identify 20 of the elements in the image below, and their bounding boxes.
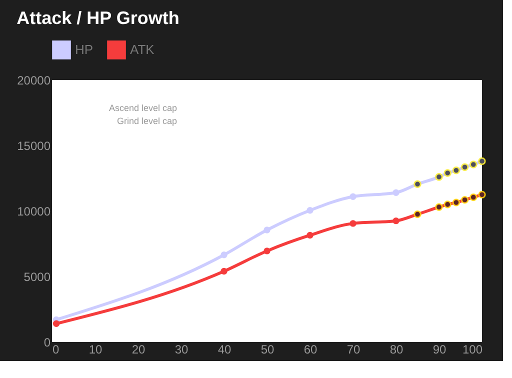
y-tick-label: 5000 bbox=[24, 270, 51, 284]
y-tick-label: 15000 bbox=[17, 139, 51, 153]
x-tick-label: 60 bbox=[304, 342, 318, 356]
x-tick-label: 10 bbox=[88, 342, 102, 356]
x-tick-label: 0 bbox=[52, 342, 60, 356]
chart-title: Attack / HP Growth bbox=[16, 8, 180, 28]
legend-label: HP bbox=[75, 42, 94, 57]
y-tick-label: 20000 bbox=[17, 74, 51, 88]
x-tick-label: 100 bbox=[462, 342, 483, 356]
x-tick-label: 20 bbox=[132, 342, 146, 356]
annotation: Grind level cap bbox=[116, 116, 177, 126]
x-tick-label: 30 bbox=[174, 342, 188, 356]
annotation: Ascend level cap bbox=[108, 103, 177, 113]
x-tick-label: 40 bbox=[218, 342, 232, 356]
x-tick-label: 90 bbox=[432, 342, 446, 356]
legend-label: ATK bbox=[130, 42, 155, 57]
x-tick-label: 70 bbox=[346, 342, 360, 356]
y-tick-label: 10000 bbox=[17, 204, 51, 218]
x-tick-label: 80 bbox=[390, 342, 404, 356]
x-tick-label: 50 bbox=[260, 342, 274, 356]
